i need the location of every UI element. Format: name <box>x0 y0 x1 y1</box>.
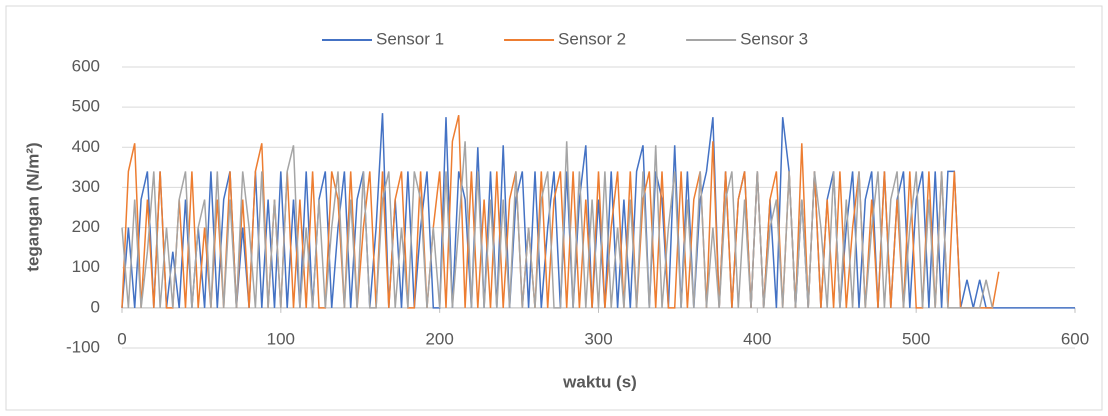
x-tick-label: 500 <box>902 329 930 348</box>
x-tick-label: 100 <box>267 329 295 348</box>
y-tick-label: 300 <box>72 177 100 196</box>
y-tick-label: 500 <box>72 97 100 116</box>
series-line <box>121 113 1075 309</box>
legend-label: Sensor 2 <box>558 29 626 48</box>
x-tick-label: 600 <box>1061 329 1089 348</box>
y-tick-label: -100 <box>66 337 100 356</box>
y-tick-label: 100 <box>72 257 100 276</box>
series-line <box>121 141 994 309</box>
legend-label: Sensor 3 <box>740 29 808 48</box>
y-tick-label: 400 <box>72 137 100 156</box>
x-axis-label: waktu (s) <box>562 372 637 391</box>
y-tick-label: 600 <box>72 56 100 75</box>
y-tick-label: 0 <box>91 297 100 316</box>
y-tick-label: 200 <box>72 217 100 236</box>
y-axis-label: tegangan (N/m²) <box>23 142 42 271</box>
legend-label: Sensor 1 <box>376 29 444 48</box>
x-tick-label: 300 <box>584 329 612 348</box>
x-tick-label: 400 <box>743 329 771 348</box>
x-tick-label: 200 <box>425 329 453 348</box>
x-tick-label: 0 <box>117 329 126 348</box>
